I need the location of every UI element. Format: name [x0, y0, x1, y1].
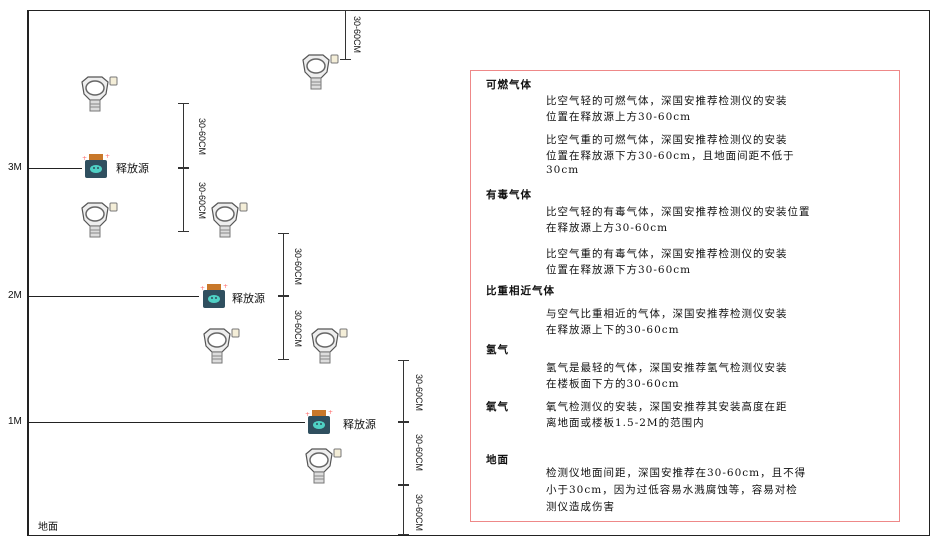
- guideline-text: 比空气轻的有毒气体，深国安推荐检测仪的安装位置: [546, 206, 811, 218]
- wall-line: [27, 10, 29, 536]
- dimension-label: 30-60CM: [414, 374, 424, 412]
- section-title-oxygen: 氧气: [486, 401, 509, 413]
- dimension-label: 30-60CM: [352, 16, 362, 54]
- dimension-line: [278, 233, 289, 296]
- guideline-text: 30cm: [546, 164, 580, 176]
- guideline-text: 在楼板面下方的30-60cm: [546, 378, 680, 390]
- dimension-label: 30-60CM: [414, 434, 424, 472]
- guideline-text: 测仪造成伤害: [546, 501, 615, 513]
- guideline-text: 位置在释放源下方30-60cm: [546, 264, 692, 276]
- dimension-line: [340, 10, 351, 60]
- release-source-label: 释放源: [232, 292, 265, 305]
- dimension-label: 30-60CM: [414, 494, 424, 532]
- section-title-toxic: 有毒气体: [486, 189, 532, 201]
- dimension-line: [178, 103, 189, 168]
- guideline-text: 位置在释放源下方30-60cm，且地面间距不低于: [546, 150, 795, 162]
- gas-detector-icon: [81, 76, 118, 112]
- guideline-text: 比空气轻的可燃气体，深国安推荐检测仪的安装: [546, 95, 788, 107]
- gas-detector-icon: [305, 448, 342, 484]
- dimension-line: [398, 422, 409, 485]
- gas-detector-icon: [302, 54, 339, 90]
- release-source-icon: [200, 283, 228, 308]
- guideline-text: 检测仪地面间距，深国安推荐在30-60cm，且不得: [546, 467, 807, 479]
- dimension-line: [398, 485, 409, 535]
- level-1m-label: 1M: [8, 416, 22, 427]
- section-title-similar-density: 比重相近气体: [486, 285, 555, 297]
- dimension-label: 30-60CM: [293, 248, 303, 286]
- guideline-text: 离地面或楼板1.5-2M的范围内: [546, 417, 705, 429]
- section-title-combustible: 可燃气体: [486, 79, 532, 91]
- level-2m-label: 2M: [8, 290, 22, 301]
- level-3m-label: 3M: [8, 162, 22, 173]
- release-source-label: 释放源: [343, 418, 376, 431]
- release-source-icon: [305, 409, 333, 434]
- gas-detector-icon: [211, 202, 248, 238]
- installation-guidelines-panel: 可燃气体 比空气轻的可燃气体，深国安推荐检测仪的安装 位置在释放源上方30-60…: [470, 70, 900, 522]
- level-3m-line: [27, 168, 82, 169]
- guideline-text: 氢气是最轻的气体，深国安推荐氢气检测仪安装: [546, 362, 788, 374]
- dimension-line: [278, 296, 289, 360]
- guideline-text: 比空气重的可燃气体，深国安推荐检测仪的安装: [546, 134, 788, 146]
- right-border: [929, 10, 930, 536]
- floor-line: [27, 535, 930, 536]
- ground-label: 地面: [38, 522, 58, 533]
- section-title-hydrogen: 氢气: [486, 344, 509, 356]
- gas-detector-icon: [81, 202, 118, 238]
- dimension-line: [398, 360, 409, 422]
- guideline-text: 氧气检测仪的安装，深国安推荐其安装高度在距: [546, 401, 788, 413]
- level-1m-line: [27, 422, 305, 423]
- level-2m-line: [27, 296, 199, 297]
- dimension-label: 30-60CM: [197, 118, 207, 156]
- guideline-text: 在释放源上下的30-60cm: [546, 324, 680, 336]
- dimension-line: [178, 168, 189, 232]
- guideline-text: 在释放源上方30-60cm: [546, 222, 669, 234]
- guideline-text: 位置在释放源上方30-60cm: [546, 111, 692, 123]
- gas-detector-icon: [203, 328, 240, 364]
- dimension-label: 30-60CM: [293, 310, 303, 348]
- ceiling-line: [27, 10, 930, 11]
- section-title-ground: 地面: [486, 454, 509, 466]
- release-source-label: 释放源: [116, 162, 149, 175]
- guideline-text: 小于30cm，因为过低容易水溅腐蚀等，容易对检: [546, 484, 798, 496]
- release-source-icon: [82, 153, 110, 178]
- guideline-text: 比空气重的有毒气体，深国安推荐检测仪的安装: [546, 248, 788, 260]
- gas-detector-icon: [311, 328, 348, 364]
- guideline-text: 与空气比重相近的气体，深国安推荐检测仪安装: [546, 308, 788, 320]
